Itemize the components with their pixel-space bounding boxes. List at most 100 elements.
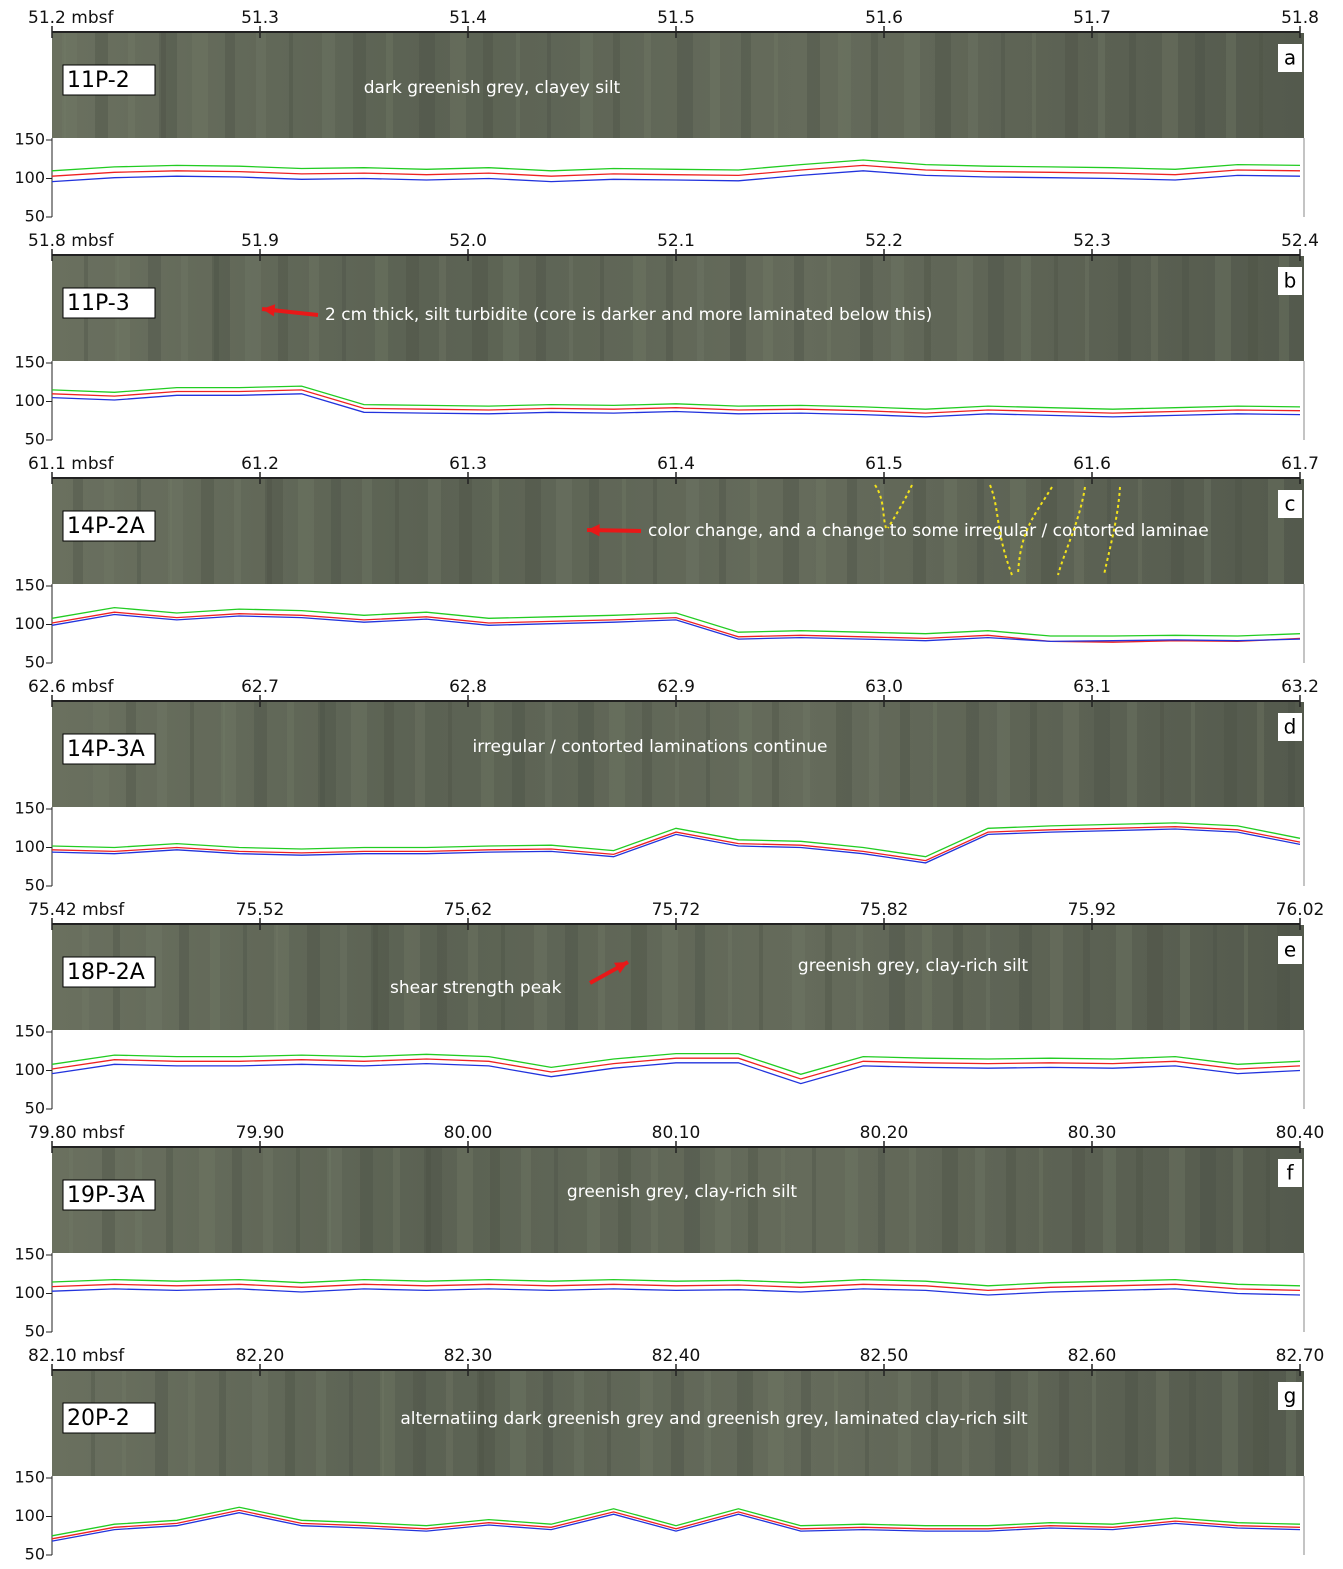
core-streak [900,702,910,808]
section-label: 19P-3A [67,1183,145,1208]
core-streak [245,256,261,362]
panel-letter: e [1284,938,1296,962]
core-streak [1222,1371,1238,1477]
x-tick-label: 79.80 mbsf [28,1123,125,1143]
x-tick-label: 61.4 [657,454,695,474]
core-streak [1065,33,1078,139]
y-tick-label: 100 [14,1283,45,1302]
core-streak [214,256,230,362]
core-streak [1259,33,1263,139]
x-tick-label: 75.82 [860,900,909,920]
x-tick-label: 61.5 [865,454,903,474]
panel-letter: c [1285,492,1296,516]
section-label: 11P-3 [67,291,130,316]
core-streak [1085,256,1089,362]
core-streak [1092,1371,1096,1477]
x-tick-label: 79.90 [236,1123,285,1143]
core-streak [166,1148,173,1254]
section-label: 18P-2A [67,960,145,985]
core-streak [975,1148,985,1254]
core-streak [1182,256,1189,362]
x-tick-label: 62.8 [449,677,487,697]
core-streak [644,33,651,139]
core-streak [1125,1371,1138,1477]
x-tick-label: 62.9 [657,677,695,697]
core-streak [490,1148,500,1254]
plot-area [52,1253,1304,1334]
x-tick-label: 51.7 [1073,8,1111,28]
core-streak [1072,1148,1085,1254]
x-tick-label: 82.10 mbsf [28,1346,125,1366]
y-tick-label: 150 [14,799,45,818]
core-streak [933,702,937,808]
core-streak [276,925,289,1031]
core-streak [909,1148,916,1254]
core-streak [957,256,973,362]
panel-letter: a [1284,46,1296,70]
core-streak [1083,925,1090,1031]
x-tick-label: 52.1 [657,231,695,251]
plot-area [52,361,1304,442]
core-streak [219,1371,226,1477]
x-tick-label: 75.72 [652,900,701,920]
core-streak [968,33,978,139]
core-streak [234,479,241,585]
core-streak [774,33,778,139]
core-streak [161,33,177,139]
core-streak [1195,33,1205,139]
plot-area [52,584,1304,665]
panel-letter: b [1284,269,1297,293]
core-streak [556,479,572,585]
core-streak [871,33,878,139]
section-label: 14P-3A [67,737,145,762]
core-streak [1039,1148,1043,1254]
x-tick-label: 51.8 [1281,8,1319,28]
core-streak [201,479,214,585]
core-streak [986,925,990,1031]
core-streak [1030,702,1037,808]
y-tick-label: 50 [25,653,45,672]
core-streak [285,1371,295,1477]
core-streak [1094,702,1110,808]
core-streak [741,33,751,139]
core-streak [521,1148,531,1254]
y-tick-label: 50 [25,207,45,226]
core-streak [1098,33,1105,139]
core-streak [428,479,441,585]
core-streak [1032,33,1036,139]
core-streak [728,925,732,1031]
core-streak [1257,702,1264,808]
x-tick-label: 75.92 [1068,900,1117,920]
core-streak [351,702,367,808]
core-streak [1118,256,1131,362]
core-streak [360,1148,373,1254]
x-tick-label: 80.40 [1276,1123,1325,1143]
core-streak [631,925,647,1031]
core-streak [1028,1371,1038,1477]
core-streak [1116,925,1132,1031]
core-streak [181,256,188,362]
core-streak [812,1148,816,1254]
x-tick-label: 63.1 [1073,677,1111,697]
core-streak [1001,33,1005,139]
core-streak [1160,702,1164,808]
x-tick-label: 61.3 [449,454,487,474]
core-streak [426,1148,442,1254]
y-tick-label: 150 [14,130,45,149]
core-streak [322,33,335,139]
y-tick-label: 100 [14,391,45,410]
core-streak [878,1148,885,1254]
annotation: alternatiing dark greenish grey and gree… [400,1409,1028,1429]
core-streak [1156,1371,1169,1477]
core-streak [192,33,208,139]
x-tick-label: 52.4 [1281,231,1319,251]
panel-letter: f [1286,1161,1294,1185]
core-streak [155,1371,168,1477]
y-tick-label: 100 [14,168,45,187]
core-streak [1253,1371,1269,1477]
core-streak [287,702,294,808]
core-streak [382,1371,395,1477]
core-streak [320,702,336,808]
annotation: 2 cm thick, silt turbidite (core is dark… [325,305,932,325]
core-streak [298,479,314,585]
